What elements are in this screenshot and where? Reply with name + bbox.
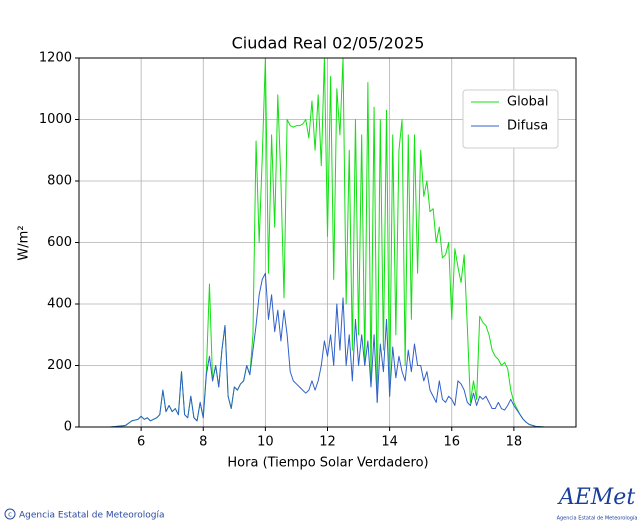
footer-credit: Agencia Estatal de Meteorología	[19, 511, 165, 521]
line-series	[79, 272, 576, 428]
x-axis-label: Hora (Tiempo Solar Verdadero)	[227, 456, 428, 471]
logo: AEMet	[557, 485, 635, 510]
x-tick-label: 10	[257, 435, 274, 450]
y-tick-label: 1200	[39, 51, 72, 66]
x-tick-label: 14	[381, 435, 398, 450]
copyright-c: c	[8, 511, 12, 519]
y-tick-label: 200	[47, 358, 72, 373]
copyright-icon	[4, 508, 16, 520]
plot-frame	[78, 57, 577, 428]
legend-label: Difusa	[507, 119, 548, 134]
y-axis-label: W/m²	[17, 225, 32, 260]
chart-title: Ciudad Real 02/05/2025	[232, 34, 425, 53]
y-tick-label: 1000	[39, 112, 72, 127]
y-tick-label: 0	[64, 420, 72, 435]
x-tick-label: 12	[319, 435, 336, 450]
y-tick-label: 400	[47, 297, 72, 312]
x-tick-label: 6	[137, 435, 145, 450]
y-tick-label: 800	[47, 174, 72, 189]
legend-label: Global	[507, 95, 548, 110]
x-tick-label: 18	[506, 435, 523, 450]
logo-subtitle: Agencia Estatal de Meteorología	[557, 515, 638, 522]
x-tick-label: 16	[443, 435, 460, 450]
y-tick-label: 600	[47, 235, 72, 250]
x-tick-label: 8	[199, 435, 207, 450]
legend-box	[462, 89, 559, 149]
